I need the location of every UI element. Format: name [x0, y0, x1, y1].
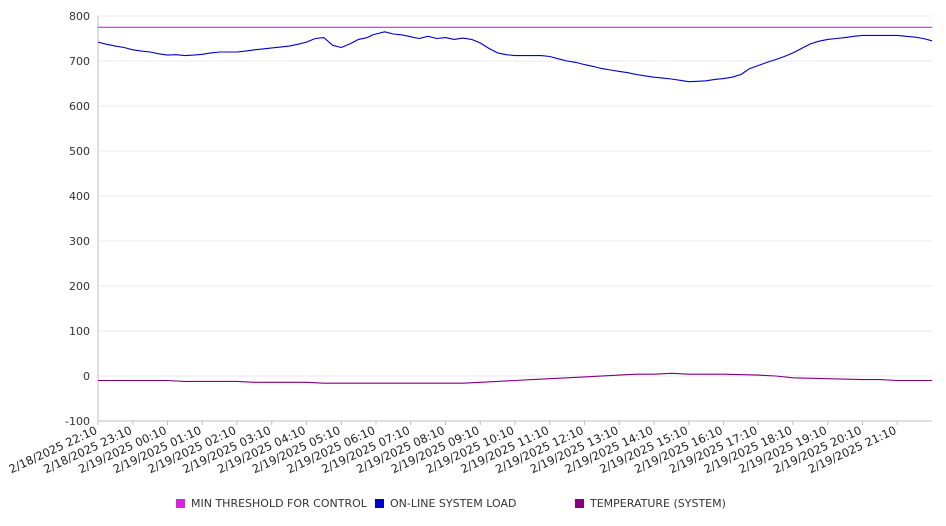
x-axis-ticks: 2/18/2025 22:102/18/2025 23:102/19/2025 …	[7, 421, 899, 476]
grid-lines	[98, 15, 932, 377]
legend-label-threshold: MIN THRESHOLD FOR CONTROL	[191, 497, 367, 510]
y-axis-ticks: -100 0 100 200 300 400 500 600 700 800	[65, 10, 90, 428]
y-tick-label: 500	[69, 145, 90, 158]
axes	[97, 16, 932, 422]
series-line-2	[98, 372, 932, 384]
legend-swatch-threshold	[176, 499, 185, 508]
y-tick-label: 400	[69, 190, 90, 203]
legend-item-temperature: TEMPERATURE (SYSTEM)	[575, 497, 726, 510]
legend-swatch-temperature	[575, 499, 584, 508]
series-line-1	[97, 31, 933, 83]
y-tick-label: 100	[69, 325, 90, 338]
y-tick-label: 700	[69, 55, 90, 68]
series-lines	[97, 26, 933, 384]
y-tick-label: 300	[69, 235, 90, 248]
y-tick-label: 200	[69, 280, 90, 293]
y-tick-label: 0	[83, 370, 90, 383]
y-tick-label: -100	[65, 415, 90, 428]
legend-label-system-load: ON-LINE SYSTEM LOAD	[390, 497, 517, 510]
legend-item-threshold: MIN THRESHOLD FOR CONTROL	[176, 497, 367, 510]
legend: MIN THRESHOLD FOR CONTROL ON-LINE SYSTEM…	[0, 497, 946, 515]
legend-label-temperature: TEMPERATURE (SYSTEM)	[590, 497, 726, 510]
y-tick-label: 800	[69, 10, 90, 23]
y-tick-label: 600	[69, 100, 90, 113]
legend-item-system-load: ON-LINE SYSTEM LOAD	[375, 497, 516, 510]
legend-swatch-system-load	[375, 499, 384, 508]
